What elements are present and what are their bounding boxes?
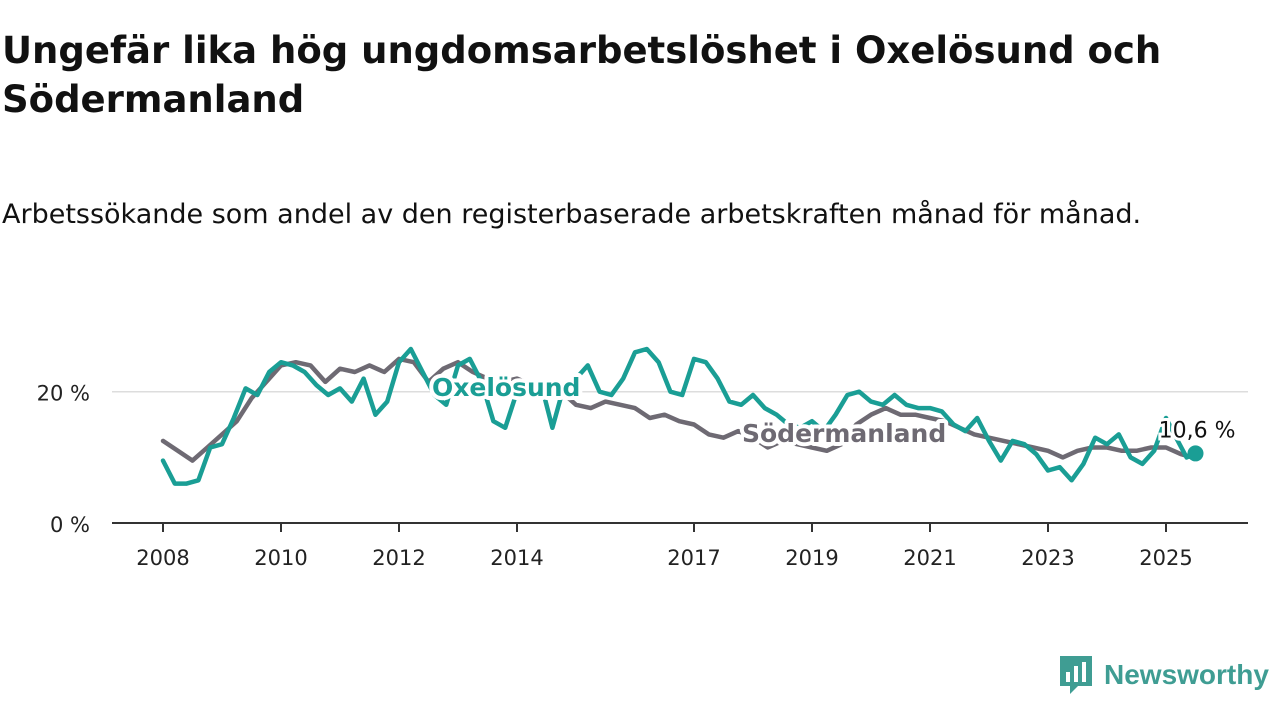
y-axis: 0 % 20 %	[37, 382, 90, 537]
brand-name: Newsworthy	[1104, 659, 1269, 690]
newsworthy-logo-icon	[1060, 656, 1092, 694]
x-tick-label: 2014	[490, 546, 543, 570]
chart-title: Ungefär lika hög ungdomsarbetslöshet i O…	[2, 29, 1162, 121]
x-axis: 2008 2010 2012 2014 2017 2019 2021 2023 2025	[112, 522, 1248, 570]
end-point-marker	[1187, 445, 1204, 462]
series-line-sodermanland	[160, 356, 1195, 463]
series-lines	[160, 346, 1198, 486]
y-tick-label: 0 %	[50, 513, 90, 537]
x-tick-label: 2008	[136, 546, 189, 570]
x-tick-label: 2023	[1021, 546, 1074, 570]
x-tick-label: 2017	[667, 546, 720, 570]
chart-subtitle: Arbetssökande som andel av den registerb…	[2, 199, 1142, 230]
series-label-sodermanland: Södermanland	[742, 419, 946, 448]
series-labels: 10,6 % Södermanland Oxelösund	[428, 369, 1239, 462]
y-tick-label: 20 %	[37, 382, 90, 406]
series-label-oxelosund: Oxelösund	[432, 373, 580, 402]
brand: Newsworthy	[1058, 654, 1269, 696]
x-tick-label: 2010	[254, 546, 307, 570]
x-tick-label: 2012	[372, 546, 425, 570]
end-value-label: 10,6 %	[1159, 418, 1236, 443]
x-tick-label: 2021	[903, 546, 956, 570]
x-tick-label: 2019	[785, 546, 838, 570]
series-line-oxelosund	[160, 346, 1198, 486]
x-tick-label: 2025	[1139, 546, 1192, 570]
